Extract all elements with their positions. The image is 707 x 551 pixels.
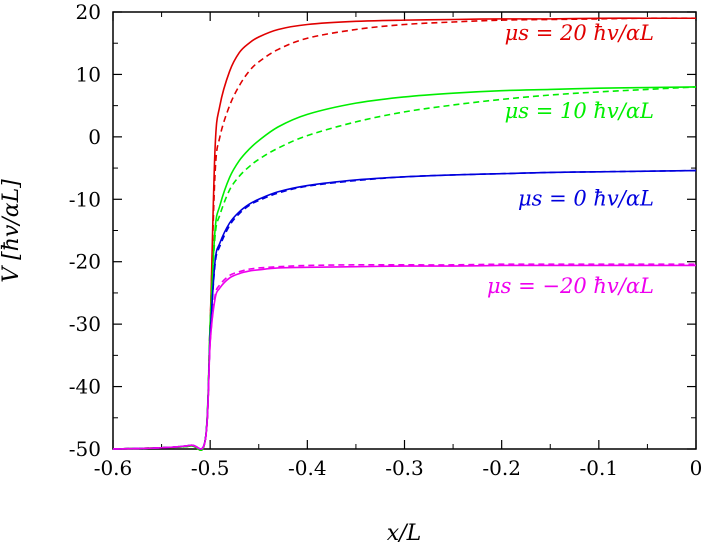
y-tick-label: 20 xyxy=(76,0,101,24)
x-tick-label: -0.1 xyxy=(580,456,619,480)
x-tick-label: 0 xyxy=(690,456,703,480)
x-tick-label: -0.4 xyxy=(288,456,327,480)
x-axis-label: x/L xyxy=(387,521,421,546)
series-line-solid-0 xyxy=(112,17,696,451)
y-tick-label: -40 xyxy=(69,375,101,399)
series-line-dashed-3 xyxy=(112,86,697,451)
series-label-3: μs = −20 ħv/αL xyxy=(487,274,654,298)
ticks: -0.6 -0.5 -0.4 -0.3 -0.2 -0.1 0 20 10 0 -10 -20 -30 -… xyxy=(69,0,703,480)
series-lines xyxy=(112,17,697,451)
plot-frame xyxy=(112,11,697,450)
series-line-solid-4 xyxy=(112,169,697,450)
y-tick-label: -10 xyxy=(69,187,101,211)
y-axis-label: V [ħv/αL] xyxy=(0,179,24,283)
y-tick-label: 10 xyxy=(76,62,101,86)
y-tick-label: -50 xyxy=(69,437,101,461)
y-tick-label: 0 xyxy=(88,125,101,149)
series-line-dashed-5 xyxy=(112,169,697,450)
series-label-2: μs = 0 ħv/αL xyxy=(518,187,654,211)
series-label-1: μs = 10 ħv/αL xyxy=(505,99,654,123)
x-tick-label: -0.3 xyxy=(385,456,424,480)
y-tick-label: -30 xyxy=(69,312,101,336)
series-labels: μs = 20 ħv/αL μs = 10 ħv/αL μs = 0 ħv/αL μs… xyxy=(487,21,654,298)
series-line-dashed-1 xyxy=(112,17,697,451)
x-tick-label: -0.6 xyxy=(94,456,133,480)
series-label-0: μs = 20 ħv/αL xyxy=(505,21,654,45)
y-tick-label: -20 xyxy=(69,250,101,274)
x-tick-label: -0.2 xyxy=(482,456,521,480)
series-line-dashed-7 xyxy=(112,263,696,450)
x-tick-label: -0.5 xyxy=(191,456,230,480)
series-line-solid-2 xyxy=(112,86,697,451)
